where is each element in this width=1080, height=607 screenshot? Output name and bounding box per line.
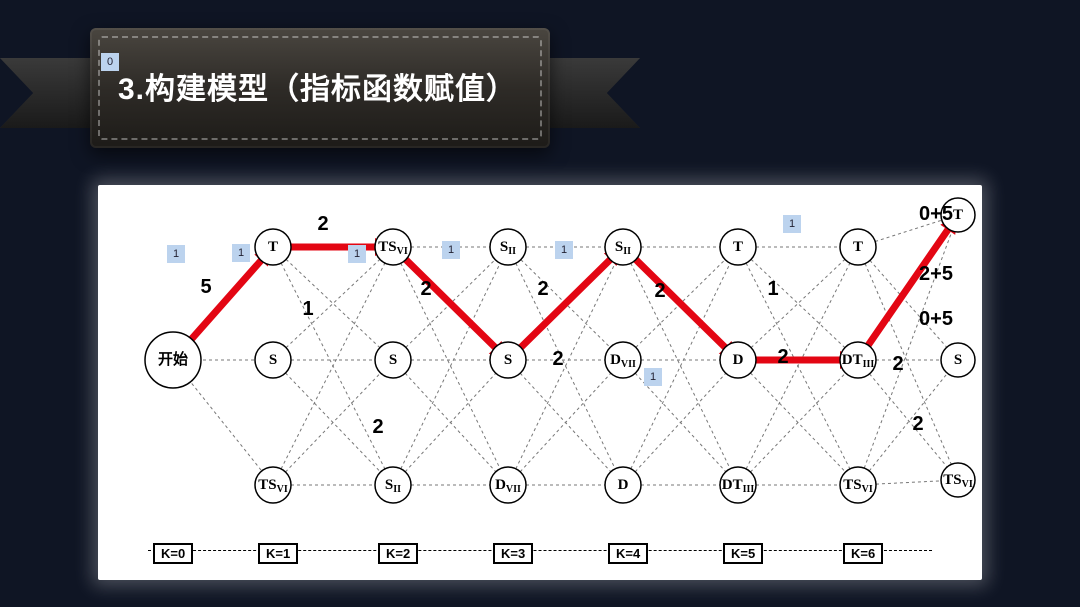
slide-stage: 3.构建模型（指标函数赋值） 01111111 开始TSTSVITSVISSII… <box>0 0 1080 607</box>
edge-weight: 2 <box>372 416 383 438</box>
edge-weight: 2 <box>777 346 788 368</box>
node-label: T <box>268 239 278 255</box>
k-axis-label: K=2 <box>378 543 418 564</box>
page-title: 3.构建模型（指标函数赋值） <box>118 64 517 108</box>
node-label: T <box>853 239 863 255</box>
overlay-badge: 1 <box>167 245 185 263</box>
edge-weight: 2 <box>317 213 328 235</box>
edge-weight: 0+5 <box>919 308 953 330</box>
node-label: T <box>733 239 743 255</box>
edge-weight: 2 <box>537 278 548 300</box>
k-axis-label: K=5 <box>723 543 763 564</box>
edge-weight: 0+5 <box>919 203 953 225</box>
overlay-badge: 0 <box>101 53 119 71</box>
node-label: D <box>618 477 629 493</box>
overlay-badge: 1 <box>783 215 801 233</box>
highlight-path-segment <box>623 247 731 353</box>
overlay-badge: 1 <box>442 241 460 259</box>
k-axis-label: K=4 <box>608 543 648 564</box>
edge-weight: 2 <box>892 353 903 375</box>
k-axis: K=0 K=1 K=2 K=3 K=4 K=5 K=6 <box>98 538 982 564</box>
edge-weight: 1 <box>302 298 313 320</box>
network-diagram: 开始TSTSVITSVISSIISIISDVIISIIDVIIDTDDTIIIT… <box>98 185 982 550</box>
k-axis-label: K=6 <box>843 543 883 564</box>
graph-edge <box>273 247 393 485</box>
edge-weight: 2 <box>912 413 923 435</box>
node-label: D <box>733 352 744 368</box>
node-label: S <box>504 352 512 368</box>
edge-weight: 1 <box>767 278 778 300</box>
k-axis-label: K=0 <box>153 543 193 564</box>
overlay-badge: 1 <box>555 241 573 259</box>
edge-weight: 2 <box>552 348 563 370</box>
overlay-badge: 1 <box>348 245 366 263</box>
k-axis-label: K=1 <box>258 543 298 564</box>
diagram-panel: 开始TSTSVITSVISSIISIISDVIISIIDVIIDTDDTIIIT… <box>98 185 982 580</box>
node-label: 开始 <box>158 350 188 368</box>
edge-weight: 2 <box>420 278 431 300</box>
node-label: S <box>954 352 962 368</box>
edge-weight: 5 <box>200 276 211 298</box>
ribbon-tail-left <box>0 58 95 128</box>
node-label: S <box>269 352 277 368</box>
node-label: T <box>953 207 963 223</box>
edge-weight: 2+5 <box>919 263 953 285</box>
highlight-path-segment <box>393 247 501 353</box>
title-ribbon: 3.构建模型（指标函数赋值） <box>0 18 640 153</box>
overlay-badge: 1 <box>644 368 662 386</box>
k-axis-label: K=3 <box>493 543 533 564</box>
graph-edge <box>858 360 958 480</box>
highlight-path-segment <box>508 254 616 360</box>
edge-weight: 2 <box>654 280 665 302</box>
node-label: S <box>389 352 397 368</box>
overlay-badge: 1 <box>232 244 250 262</box>
ribbon-tail-right <box>545 58 640 128</box>
